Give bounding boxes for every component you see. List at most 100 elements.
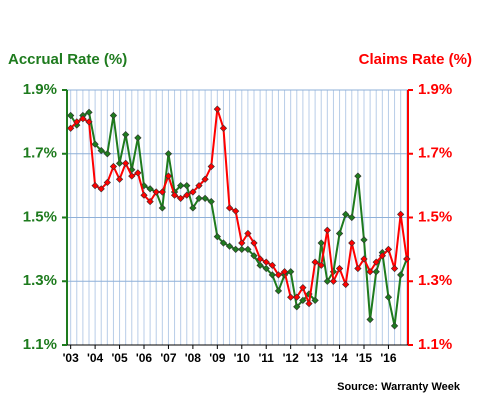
marker <box>115 159 124 167</box>
marker <box>85 108 93 116</box>
marker <box>109 162 118 171</box>
x-tick-label: '13 <box>307 351 324 365</box>
marker <box>342 280 350 289</box>
source: Source: Warranty Week <box>337 381 461 393</box>
marker <box>397 271 405 279</box>
x-tick-label: '12 <box>283 351 300 365</box>
marker <box>354 172 362 180</box>
marker <box>225 242 234 250</box>
x-tick-label: '15 <box>356 351 373 365</box>
marker <box>335 229 344 238</box>
marker <box>73 118 81 126</box>
y2-tick-label: 1.9% <box>418 81 452 98</box>
right-axis-title: Claims Rate (%) <box>359 51 472 68</box>
marker <box>323 277 331 285</box>
x-tick-label: '04 <box>87 351 104 365</box>
marker <box>366 315 374 324</box>
x-tick-label: '09 <box>209 351 226 365</box>
marker <box>158 188 166 196</box>
marker <box>378 252 386 260</box>
marker <box>268 271 276 279</box>
y-tick-label: 1.1% <box>23 336 57 353</box>
x-tick-label: '11 <box>258 351 274 365</box>
y2-tick-label: 1.7% <box>418 145 452 162</box>
marker <box>311 258 319 266</box>
marker <box>372 258 380 266</box>
marker <box>225 204 234 212</box>
x-tick-label: '16 <box>380 351 397 365</box>
marker <box>342 210 350 218</box>
marker <box>122 131 130 139</box>
marker <box>177 194 185 202</box>
marker <box>164 150 173 158</box>
marker <box>250 252 258 260</box>
marker <box>360 236 368 244</box>
marker <box>189 188 197 196</box>
marker <box>384 293 393 301</box>
y2-tick-label: 1.1% <box>418 336 452 353</box>
marker <box>274 271 283 279</box>
marker <box>390 264 399 273</box>
marker <box>287 293 295 301</box>
series-line <box>69 108 408 308</box>
marker <box>85 118 93 126</box>
x-tick-label: '05 <box>111 351 128 365</box>
series-line <box>69 110 408 327</box>
marker <box>219 124 228 132</box>
marker <box>195 182 203 190</box>
marker <box>146 197 154 206</box>
y2-tick-label: 1.5% <box>418 208 452 225</box>
marker <box>317 261 325 269</box>
marker <box>152 188 160 196</box>
x-tick-label: '14 <box>331 351 348 365</box>
marker <box>299 296 307 304</box>
marker <box>91 182 99 190</box>
marker <box>317 239 325 247</box>
marker <box>140 191 148 199</box>
marker <box>397 210 405 218</box>
marker <box>250 239 258 247</box>
marker <box>238 245 246 253</box>
marker <box>134 134 142 142</box>
marker <box>274 287 283 295</box>
marker <box>232 207 240 215</box>
marker <box>299 284 307 292</box>
marker <box>354 264 362 273</box>
marker <box>97 185 105 193</box>
marker <box>232 245 240 253</box>
marker <box>384 245 393 253</box>
marker <box>293 293 301 301</box>
y-tick-label: 1.9% <box>23 81 57 98</box>
marker <box>348 213 356 222</box>
marker <box>280 268 289 276</box>
marker <box>335 264 344 273</box>
marker <box>67 124 75 132</box>
y-tick-label: 1.5% <box>23 208 57 225</box>
marker <box>305 299 313 308</box>
marker <box>122 159 130 167</box>
marker <box>115 175 124 183</box>
x-tick-label: '07 <box>160 351 177 365</box>
marker <box>201 194 209 202</box>
marker <box>158 204 166 212</box>
marker <box>207 162 215 171</box>
marker <box>189 204 197 212</box>
marker <box>146 185 154 193</box>
marker <box>238 239 246 247</box>
marker <box>183 191 191 199</box>
marker <box>262 258 270 266</box>
marker <box>164 172 173 180</box>
y-tick-label: 1.3% <box>23 272 57 289</box>
marker <box>390 322 399 330</box>
marker <box>219 239 228 247</box>
marker <box>329 277 338 285</box>
marker <box>256 261 264 269</box>
marker <box>201 175 209 183</box>
marker <box>287 268 295 276</box>
marker <box>109 111 118 120</box>
marker <box>244 229 252 238</box>
marker <box>348 239 356 247</box>
marker <box>213 105 221 113</box>
marker <box>213 233 221 241</box>
